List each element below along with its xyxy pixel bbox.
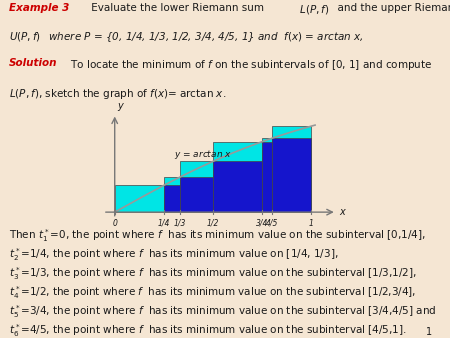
Text: $t_4^*$=1/2, the point where $f$  has its minimum value on the subinterval [1/2,: $t_4^*$=1/2, the point where $f$ has its… — [9, 284, 416, 301]
Bar — [164, 177, 180, 212]
Text: Then $t_1^*$=0, the point where $f$  has its minimum value on the subinterval [0: Then $t_1^*$=0, the point where $f$ has … — [9, 227, 426, 244]
Bar — [272, 138, 311, 212]
Text: Example 3: Example 3 — [9, 3, 69, 13]
Text: $L(P,f)$, sketch the graph of $f(x)$= arctan $x$.: $L(P,f)$, sketch the graph of $f(x)$= ar… — [9, 87, 226, 100]
Text: $t_3^*$=1/3, the point where $f$  has its minimum value on the subinterval [1/3,: $t_3^*$=1/3, the point where $f$ has its… — [9, 265, 417, 282]
Text: 3/4: 3/4 — [256, 219, 268, 228]
Text: $t_5^*$=3/4, the point where $f$  has its minimum value on the subinterval [3/4,: $t_5^*$=3/4, the point where $f$ has its… — [9, 304, 436, 320]
Bar — [180, 162, 213, 212]
Text: $y$ = arctan $x$: $y$ = arctan $x$ — [174, 148, 232, 162]
Bar — [262, 142, 272, 212]
Bar — [115, 185, 164, 212]
Text: 1/2: 1/2 — [207, 219, 219, 228]
Text: $x$: $x$ — [339, 207, 347, 217]
Bar — [213, 162, 262, 212]
Text: 1: 1 — [426, 327, 432, 337]
Text: $t_6^*$=4/5, the point where $f$  has its minimum value on the subinterval [4/5,: $t_6^*$=4/5, the point where $f$ has its… — [9, 323, 407, 338]
Text: 0: 0 — [112, 219, 117, 228]
Text: 1/4: 1/4 — [158, 219, 170, 228]
Text: $L(P,f)$: $L(P,f)$ — [296, 3, 329, 16]
Bar — [164, 185, 180, 212]
Text: 4/5: 4/5 — [266, 219, 278, 228]
Text: Evaluate the lower Riemann sum: Evaluate the lower Riemann sum — [88, 3, 264, 13]
Text: Solution: Solution — [9, 58, 58, 68]
Bar — [262, 138, 272, 212]
Text: where $P$ = {0, 1/4, 1/3, 1/2, 3/4, 4/5, 1} and  $f(x)$ = arctan $x$,: where $P$ = {0, 1/4, 1/3, 1/2, 3/4, 4/5,… — [45, 30, 364, 44]
Text: To locate the minimum of $f$ on the subintervals of [0, 1] and compute: To locate the minimum of $f$ on the subi… — [67, 58, 432, 72]
Bar — [272, 126, 311, 212]
Text: 1/3: 1/3 — [174, 219, 186, 228]
Text: and the upper Riemann sum: and the upper Riemann sum — [331, 3, 450, 13]
Text: $y$: $y$ — [117, 100, 125, 113]
Text: $U(P,f)$: $U(P,f)$ — [9, 30, 41, 43]
Bar — [180, 177, 213, 212]
Bar — [213, 142, 262, 212]
Text: $t_2^*$=1/4, the point where $f$  has its minimum value on [1/4, 1/3],: $t_2^*$=1/4, the point where $f$ has its… — [9, 246, 338, 263]
Text: 1: 1 — [309, 219, 314, 228]
